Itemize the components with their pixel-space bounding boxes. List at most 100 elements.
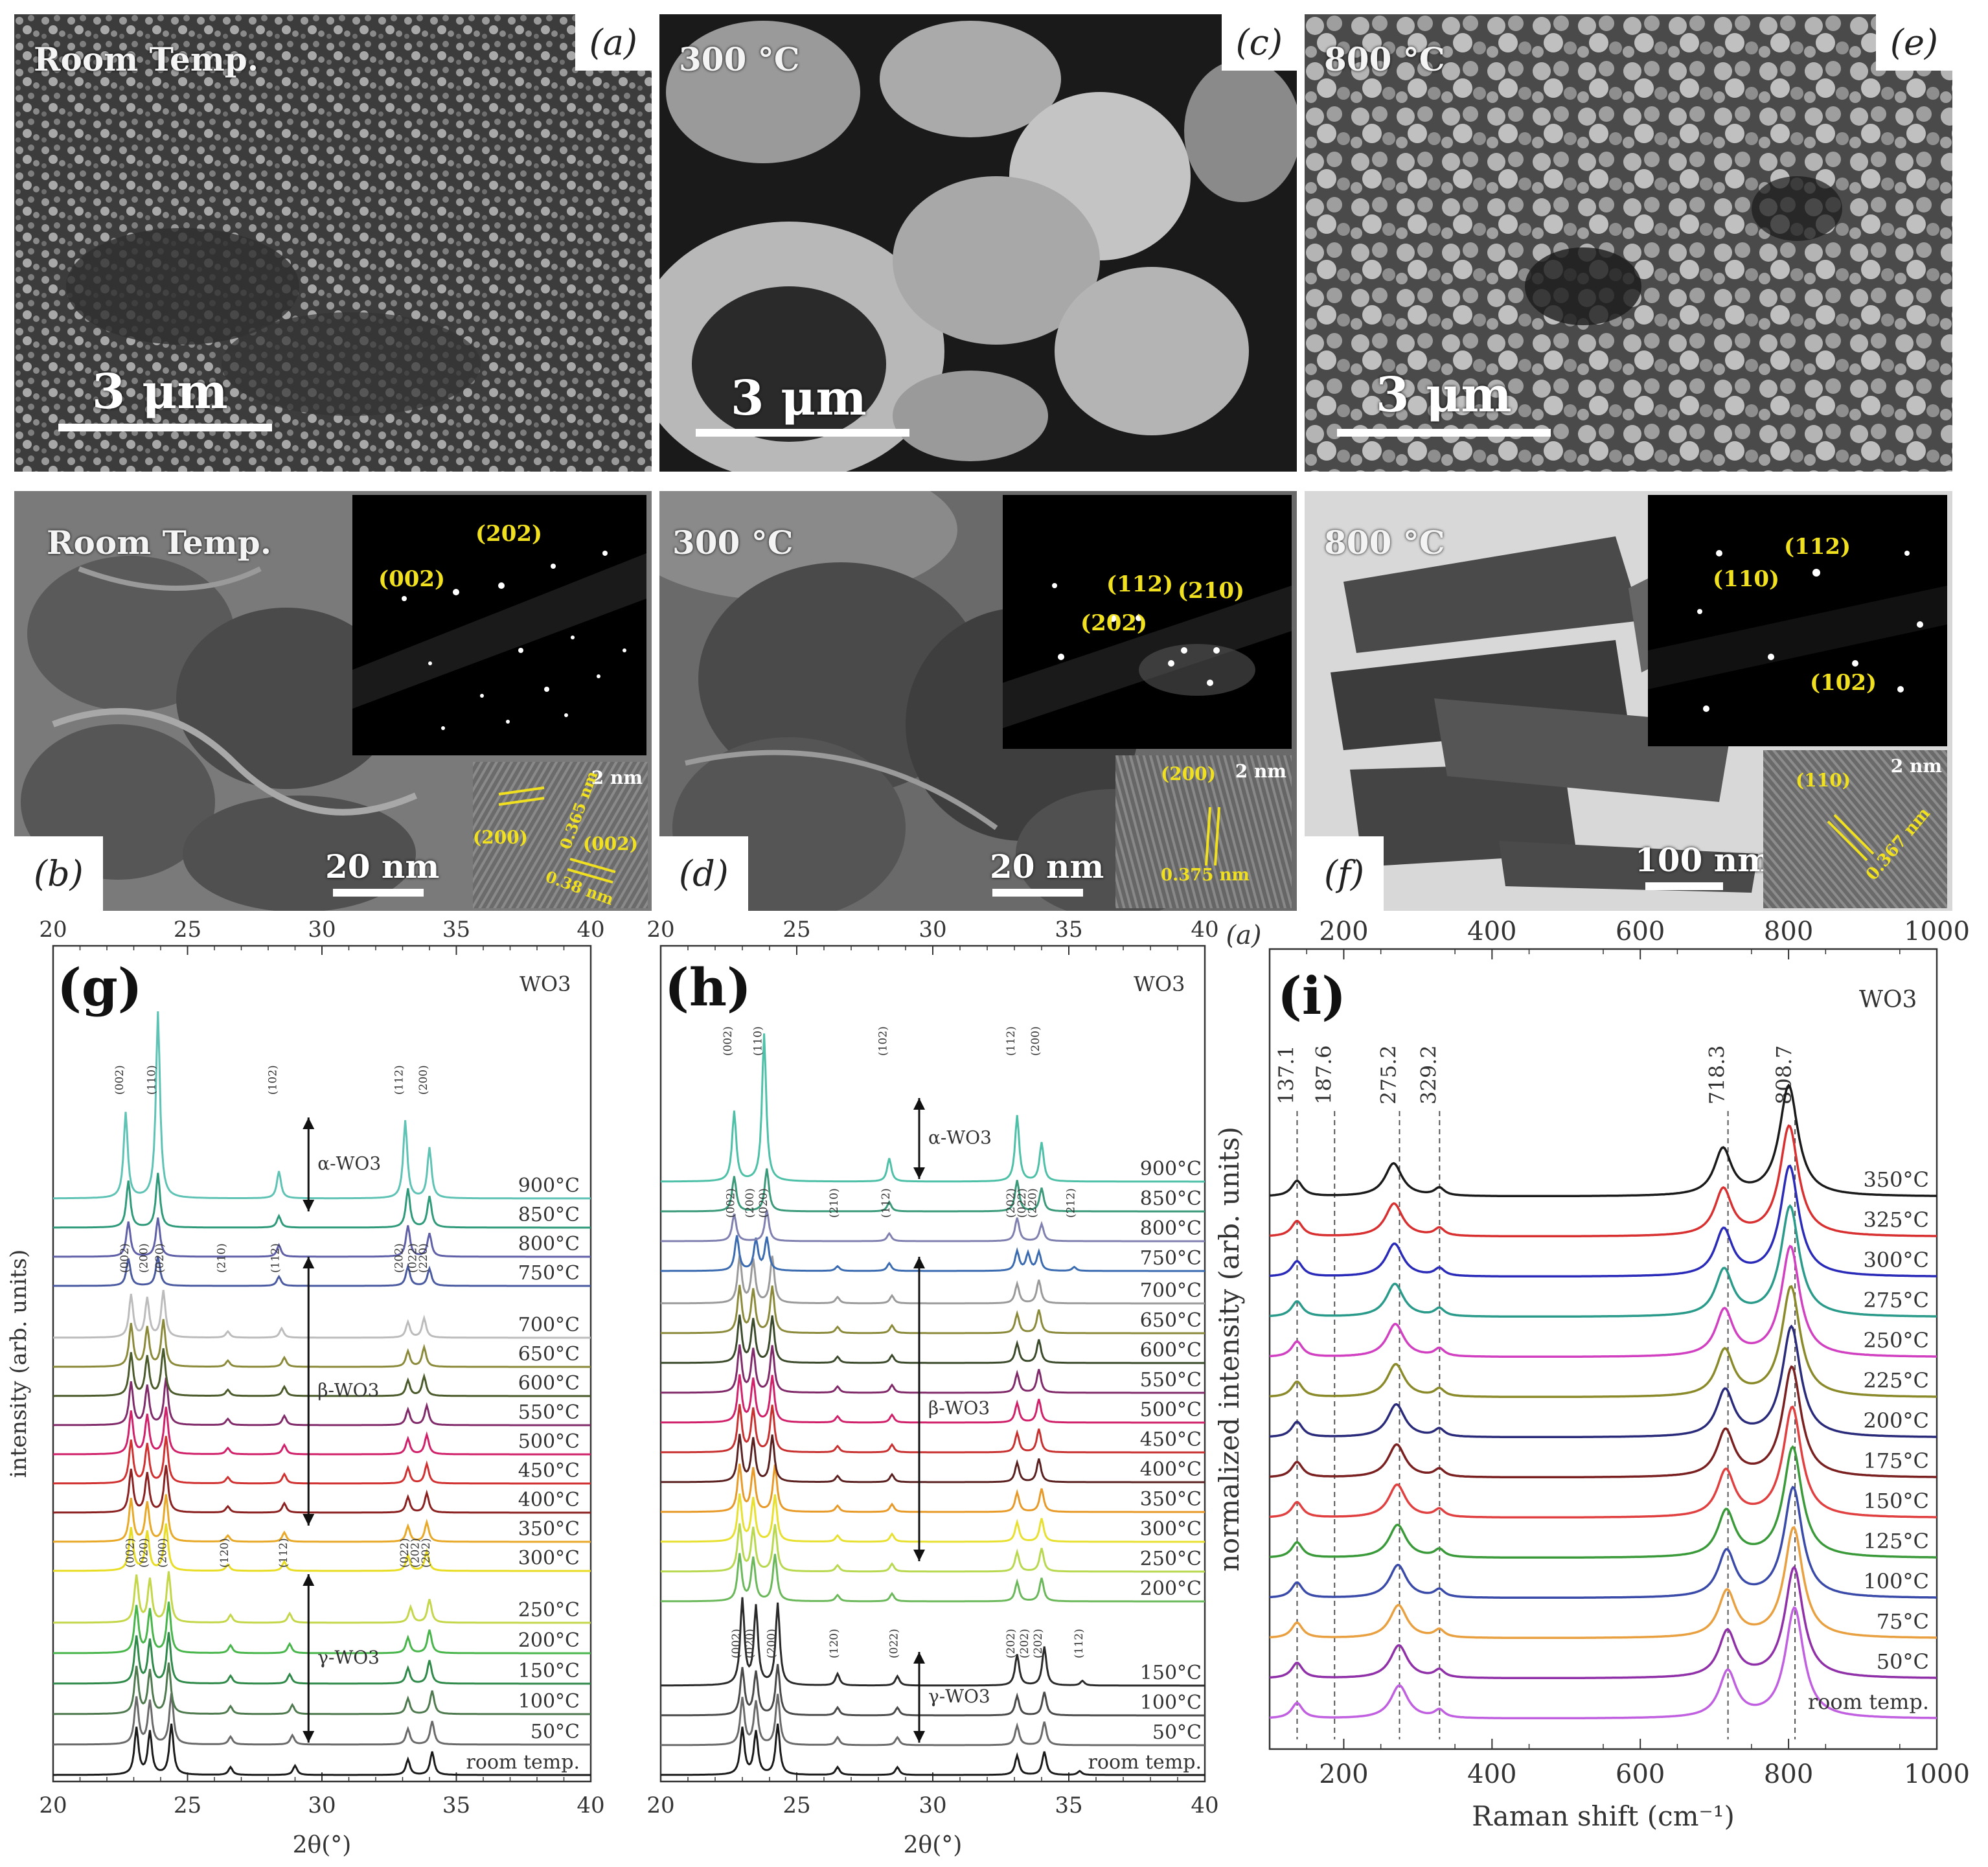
scalebar-label: 3 μm xyxy=(1376,367,1512,423)
plot-frame xyxy=(1268,948,1938,1750)
sem-image-a xyxy=(14,14,652,472)
series-line xyxy=(53,1406,591,1456)
peak-index-label: (220) xyxy=(417,1243,430,1273)
saed-index: (102) xyxy=(1810,670,1877,696)
saed-index: (110) xyxy=(1713,566,1780,592)
series-line xyxy=(1269,1285,1937,1399)
series-line xyxy=(1269,1204,1937,1318)
peak-index-label: (202) xyxy=(1018,1629,1031,1658)
scalebar xyxy=(696,429,909,437)
series-label: room temp. xyxy=(1088,1751,1202,1774)
lattice-fringes xyxy=(1115,755,1292,908)
peak-index-label: (202) xyxy=(393,1243,406,1273)
series-line xyxy=(1269,1405,1937,1519)
peak-index-label: (200) xyxy=(1029,1026,1042,1056)
x-tick-label-top: 35 xyxy=(1055,917,1082,943)
series-label: 650°C xyxy=(1140,1309,1202,1332)
x-tick-label-top: 200 xyxy=(1319,917,1368,946)
peak-index-label: (210) xyxy=(828,1188,841,1218)
scalebar xyxy=(1645,882,1723,890)
phase-label: γ-WO3 xyxy=(317,1647,380,1668)
hrtem-inset: 2 nm (200) 0.375 nm xyxy=(1115,755,1292,908)
peak-index-label: (112) xyxy=(277,1538,290,1568)
peak-index-label: (112) xyxy=(393,1065,406,1095)
series-label: 250°C xyxy=(1140,1548,1202,1570)
peak-index-label: (120) xyxy=(218,1538,231,1568)
x-tick-label-top: 30 xyxy=(308,917,336,943)
series-line xyxy=(1269,1324,1937,1439)
series-label: 350°C xyxy=(1140,1488,1202,1511)
series-label: 450°C xyxy=(1140,1428,1202,1451)
peak-position-label: 187.6 xyxy=(1311,1045,1336,1105)
peak-index-label: (020) xyxy=(757,1188,770,1218)
series-label: 750°C xyxy=(1140,1247,1202,1270)
series-label: 350°C xyxy=(518,1518,580,1541)
peak-position-label: 275.2 xyxy=(1377,1045,1401,1105)
series-label: 150°C xyxy=(1140,1662,1202,1684)
series-label: 325°C xyxy=(1863,1208,1929,1232)
series-label: 700°C xyxy=(1140,1279,1202,1302)
x-tick-label-top: 40 xyxy=(577,917,604,943)
scalebar xyxy=(58,424,272,431)
series-label: 175°C xyxy=(1863,1449,1929,1473)
peak-index-label: (200) xyxy=(417,1065,430,1095)
series-line xyxy=(53,1011,591,1200)
x-tick-label: 25 xyxy=(174,1793,201,1818)
peak-index-label: (022) xyxy=(887,1629,900,1658)
series-line xyxy=(660,1693,1205,1747)
series-line xyxy=(53,1662,591,1715)
series-line xyxy=(53,1290,591,1339)
tem-panel-b: Room Temp. (b) 20 nm (002) (202) 2 nm xyxy=(14,491,652,911)
saed-index: (202) xyxy=(1080,610,1148,636)
peak-index-label: (110) xyxy=(751,1026,764,1056)
series-label: 450°C xyxy=(518,1460,580,1482)
x-tick-label: 30 xyxy=(919,1793,946,1818)
x-tick-label: 40 xyxy=(577,1793,604,1818)
scalebar xyxy=(992,889,1083,897)
panel-label-c: (c) xyxy=(1221,14,1297,71)
hr-label: (200) xyxy=(1161,763,1216,785)
panel-label: (i) xyxy=(1277,965,1346,1026)
series-line xyxy=(660,1723,1205,1776)
peak-index-label: (202) xyxy=(420,1538,433,1568)
peak-index-label: (020) xyxy=(154,1243,166,1273)
arrow-head xyxy=(913,1167,925,1179)
arrow-head xyxy=(913,1550,925,1561)
scalebar-label: 3 μm xyxy=(731,371,867,426)
xrd-chart-g: 20 20 25 25 30 30 35 35 40 40 2θ(°) intensity (arb.… xyxy=(6,917,605,1859)
x-tick-label-top: 600 xyxy=(1616,917,1665,946)
x-axis-label: 2θ(°) xyxy=(293,1832,352,1859)
scalebar-label: 20 nm xyxy=(325,847,440,886)
series-label: 900°C xyxy=(518,1174,580,1197)
saed-inset: (112) (210) (202) xyxy=(1003,495,1292,749)
x-tick-label-top: 25 xyxy=(783,917,810,943)
x-tick-label-top: 30 xyxy=(919,917,946,943)
phase-label: α-WO3 xyxy=(928,1127,992,1149)
scalebar-label: 20 nm xyxy=(990,847,1104,886)
series-label: 200°C xyxy=(518,1629,580,1652)
series-label: 300°C xyxy=(1140,1518,1202,1541)
saed-index: (210) xyxy=(1178,578,1245,604)
lattice-fringes xyxy=(1763,750,1947,908)
series-line xyxy=(53,1632,591,1685)
series-label: 400°C xyxy=(1140,1458,1202,1481)
peak-index-label: (210) xyxy=(216,1243,229,1273)
panel-label-e: (e) xyxy=(1875,14,1952,71)
arrow-head xyxy=(303,1200,315,1211)
x-tick-label: 600 xyxy=(1616,1759,1665,1789)
series-line xyxy=(661,1033,1205,1183)
series-label: 200°C xyxy=(1863,1408,1929,1433)
annotation-label: WO3 xyxy=(1134,972,1185,996)
series-line xyxy=(660,1664,1205,1717)
series-label: 850°C xyxy=(518,1204,580,1226)
arrow-head xyxy=(303,1574,315,1586)
series-line xyxy=(53,1693,591,1746)
arrow-head xyxy=(913,1098,925,1110)
series-label: 100°C xyxy=(1863,1569,1929,1594)
arrow-head xyxy=(913,1652,925,1664)
series-label: 225°C xyxy=(1863,1368,1929,1393)
series-line xyxy=(53,1494,591,1543)
peak-index-label: (002) xyxy=(113,1065,126,1095)
series-label: 300°C xyxy=(518,1547,580,1570)
phase-label: β-WO3 xyxy=(317,1380,379,1401)
